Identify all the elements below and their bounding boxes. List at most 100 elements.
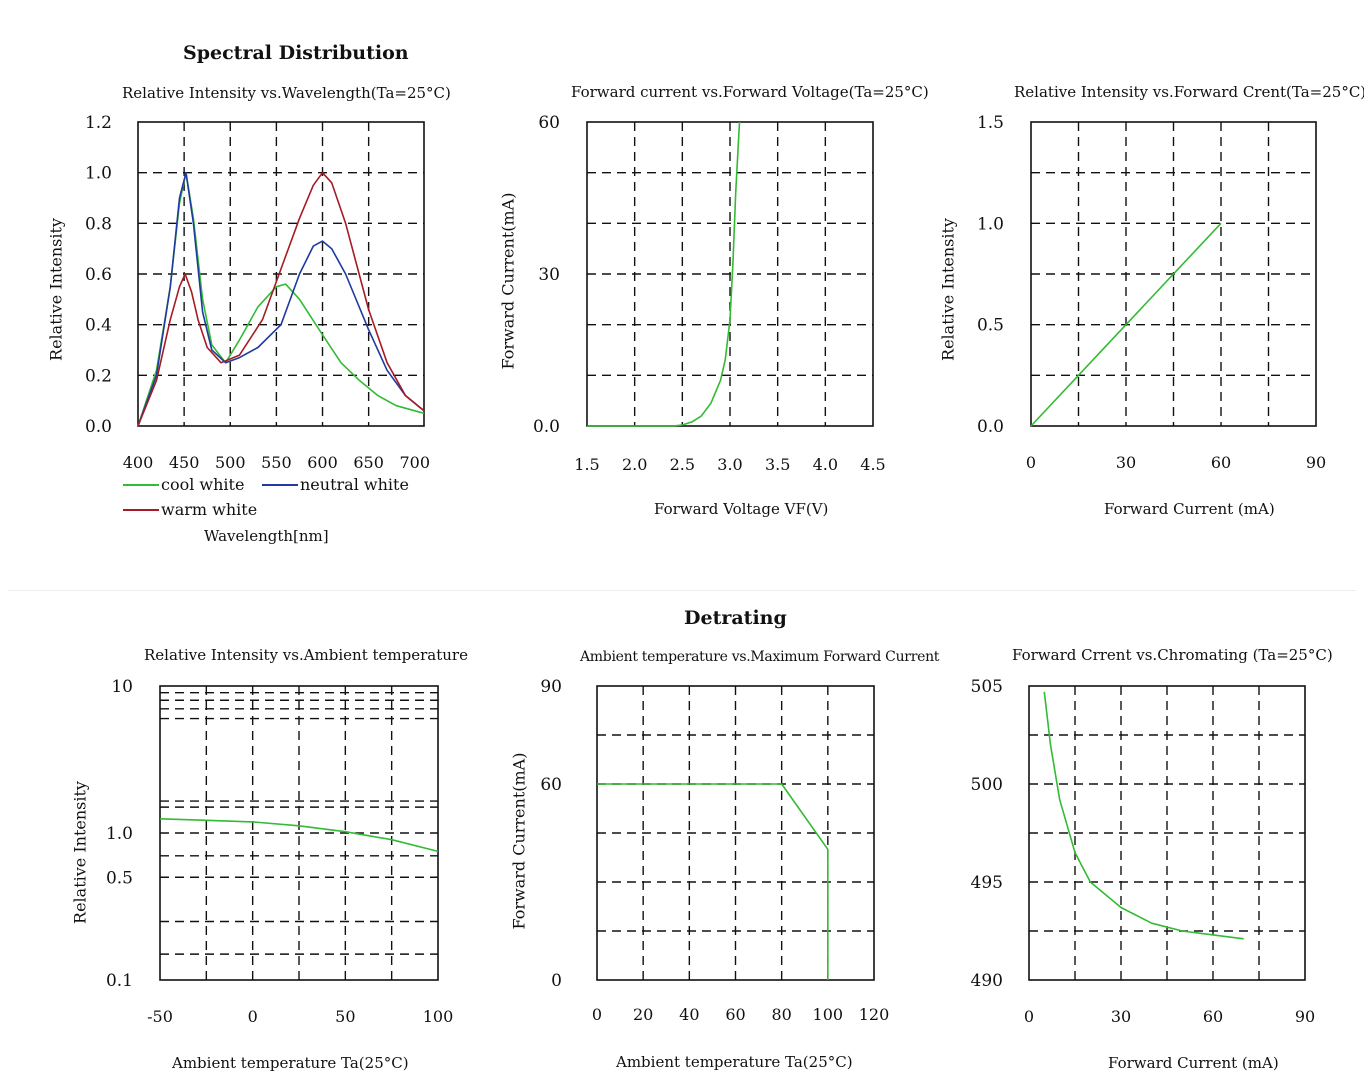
y-tick-label: 0.2 — [85, 366, 112, 386]
y-tick-label: 0.4 — [85, 316, 112, 336]
y-tick-label: 0.0 — [533, 417, 560, 437]
y-tick-label: 60 — [540, 775, 562, 795]
series-line-data — [1043, 691, 1244, 940]
chart-forward-current-vs-voltage: Forward current vs.Forward Voltage(Ta=25… — [0, 0, 929, 560]
x-tick-label: 90 — [1295, 1007, 1315, 1026]
x-tick-label: 80 — [771, 1005, 791, 1024]
x-tick-label: 3.0 — [717, 455, 742, 474]
spectral-distribution-title: Spectral Distribution — [183, 42, 409, 64]
y-tick-label: 90 — [540, 677, 562, 697]
y-tick-label: 0.5 — [106, 868, 133, 888]
plot-area: 0 30 60 90 0.0 0.5 1.0 1.5 — [977, 113, 1326, 472]
y-tick-label: 490 — [971, 971, 1003, 991]
x-tick-label: 400 — [123, 453, 154, 472]
legend-warm-white: warm white — [123, 500, 257, 519]
chart-relative-intensity-vs-ambient-temperature: Relative Intensity vs.Ambient temperatur… — [0, 0, 468, 1077]
x-axis-label: Forward Current (mA) — [1108, 1054, 1279, 1072]
plot-frame — [596, 685, 875, 981]
detrating-title: Detrating — [684, 607, 787, 629]
chart-relative-intensity-vs-forward-current: Relative Intensity vs.Forward Crent(Ta=2… — [939, 83, 1364, 518]
y-tick-label: 30 — [538, 265, 560, 285]
x-tick-label: 40 — [679, 1005, 699, 1024]
x-tick-label: 100 — [423, 1007, 454, 1026]
x-axis-label: Ambient temperature Ta(25°C) — [616, 1053, 853, 1071]
x-tick-label: 100 — [813, 1005, 844, 1024]
section-divider — [8, 590, 1356, 591]
x-tick-label: 3.5 — [765, 455, 790, 474]
series-line-data — [597, 783, 829, 980]
x-tick-label: 4.0 — [813, 455, 838, 474]
legend-swatch — [123, 483, 159, 486]
plot-area: 400 450 500 550 600 650 700 0.0 0.2 0.4 0.6 0.8 1.0 1… — [85, 113, 431, 472]
x-tick-label: -50 — [147, 1007, 173, 1026]
plot-area: 1.5 2.0 2.5 3.0 3.5 4.0 4.5 0.0 30 60 — [533, 113, 886, 474]
y-tick-label: 0.5 — [977, 316, 1004, 336]
x-axis-label: Forward Voltage VF(V) — [654, 500, 829, 518]
legend-swatch — [123, 508, 159, 511]
x-tick-label: 60 — [725, 1005, 745, 1024]
series-line-warm-white — [137, 171, 425, 427]
series-line-neutral-white — [137, 171, 425, 427]
plot-area: 0 20 40 60 80 100 120 0 60 90 — [540, 677, 889, 1024]
y-tick-label: 0.8 — [85, 214, 112, 234]
chart-title: Relative Intensity vs.Forward Crent(Ta=2… — [1014, 83, 1364, 101]
x-tick-label: 450 — [169, 453, 200, 472]
x-tick-label: 90 — [1306, 453, 1326, 472]
plot-frame — [586, 121, 874, 427]
y-tick-label: 495 — [971, 873, 1003, 893]
chart-title: Ambient temperature vs.Maximum Forward C… — [580, 649, 940, 665]
series-line-data — [1030, 222, 1222, 427]
x-tick-label: 30 — [1116, 453, 1136, 472]
y-tick-label: 1.0 — [977, 214, 1004, 234]
plot-frame — [1028, 685, 1306, 981]
y-tick-label: 500 — [971, 775, 1003, 795]
x-tick-label: 50 — [335, 1007, 355, 1026]
legend-neutral-white: neutral white — [262, 475, 409, 494]
x-tick-label: 600 — [307, 453, 338, 472]
chart-title: Relative Intensity vs.Ambient temperatur… — [144, 646, 468, 664]
chart-ambient-temperature-vs-max-forward-current: Ambient temperature vs.Maximum Forward C… — [510, 649, 940, 1071]
y-tick-label: 0 — [551, 971, 562, 991]
y-tick-label: 0.0 — [977, 417, 1004, 437]
plot-area: -50 0 50 100 0.1 0.5 1.0 10 — [106, 677, 454, 1026]
chart-title: Forward Crrent vs.Chromating (Ta=25°C) — [1012, 646, 1333, 664]
plot-frame — [137, 121, 425, 427]
x-tick-label: 650 — [353, 453, 384, 472]
y-tick-label: 1.0 — [106, 824, 133, 844]
y-tick-label: 1.2 — [85, 113, 112, 133]
series-line-data — [159, 818, 439, 853]
y-tick-label: 1.0 — [85, 164, 112, 184]
x-axis-label: Wavelength[nm] — [204, 527, 329, 545]
y-tick-label: 0.6 — [85, 265, 112, 285]
plot-frame — [1030, 121, 1317, 427]
chart-relative-intensity-vs-wavelength: Relative Intensity vs.Wavelength(Ta=25°C… — [0, 0, 460, 560]
chart-title: Relative Intensity vs.Wavelength(Ta=25°C… — [122, 84, 451, 102]
x-tick-label: 2.5 — [670, 455, 695, 474]
x-tick-label: 1.5 — [574, 455, 599, 474]
x-tick-label: 700 — [400, 453, 431, 472]
legend-label: warm white — [161, 500, 258, 519]
chart-title: Forward current vs.Forward Voltage(Ta=25… — [571, 83, 929, 101]
x-tick-label: 30 — [1111, 1007, 1131, 1026]
y-tick-label: 0.0 — [85, 417, 112, 437]
x-tick-label: 60 — [1203, 1007, 1223, 1026]
x-tick-label: 0 — [1026, 453, 1036, 472]
y-tick-label: 10 — [111, 677, 133, 697]
series-line-data — [587, 121, 741, 427]
y-tick-label: 0.1 — [106, 971, 133, 991]
y-tick-label: 505 — [971, 677, 1003, 697]
x-tick-label: 0 — [248, 1007, 258, 1026]
x-axis-label: Ambient temperature Ta(25°C) — [172, 1054, 409, 1072]
plot-frame — [159, 685, 439, 981]
x-tick-label: 2.0 — [622, 455, 647, 474]
x-tick-label: 20 — [633, 1005, 653, 1024]
legend-swatch — [262, 483, 298, 486]
legend-label: cool white — [161, 475, 245, 494]
x-tick-label: 0 — [1024, 1007, 1034, 1026]
series-line-cool-white — [137, 171, 425, 427]
legend-cool-white: cool white — [123, 475, 244, 494]
x-tick-label: 500 — [215, 453, 246, 472]
x-tick-label: 550 — [261, 453, 292, 472]
